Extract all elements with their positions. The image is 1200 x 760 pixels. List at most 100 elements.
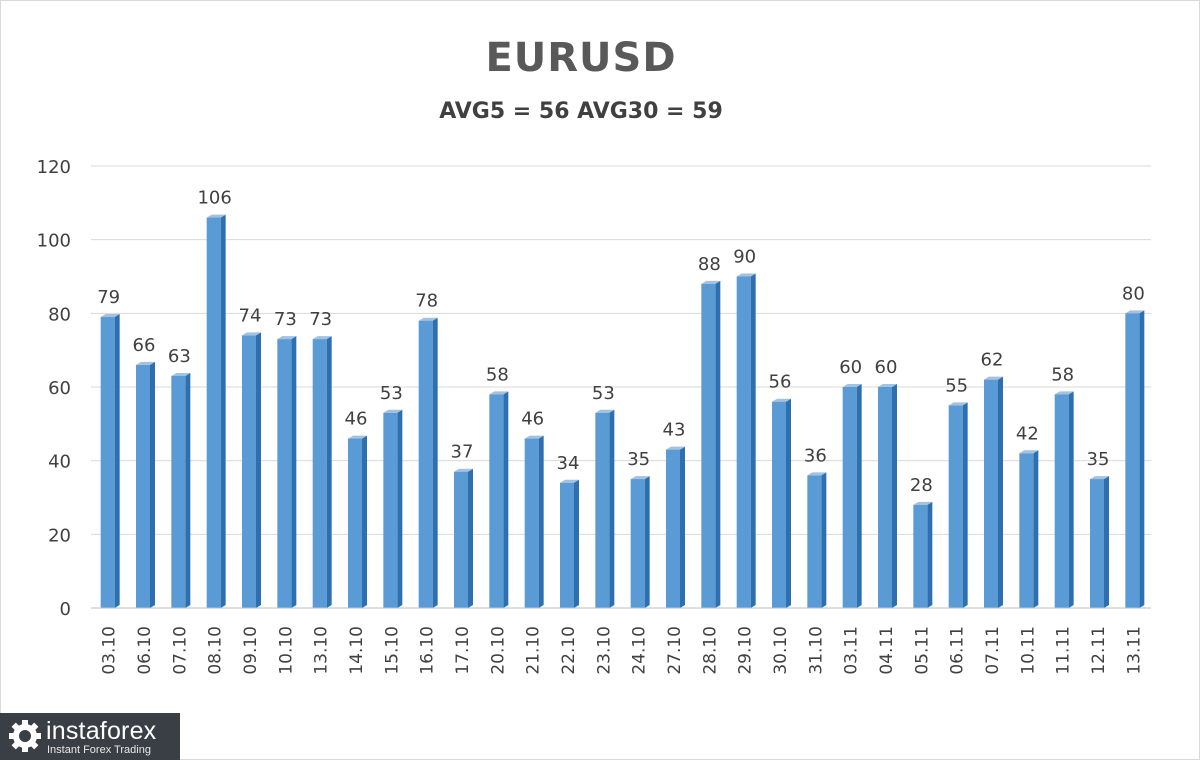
x-tick-label: 24.10 [630,626,650,675]
y-tick-label: 60 [48,378,71,399]
bar-top [171,372,191,376]
bar-side [397,409,403,608]
bar-side [1068,391,1074,608]
bar-top [878,384,897,387]
bar [1019,453,1034,608]
bar-side [821,472,827,608]
data-label: 55 [945,375,968,396]
bar-side [114,314,120,608]
bar-top [1054,391,1074,395]
bar-top [807,472,827,476]
bar-side [220,214,226,609]
bar-top [277,336,297,340]
data-label: 56 [769,372,792,393]
data-label: 73 [274,309,297,330]
data-label: 53 [592,383,615,404]
y-tick-label: 20 [48,525,71,546]
bar-top [418,317,438,321]
bar-side [503,391,509,608]
bar [913,504,928,608]
bar [489,394,504,608]
chart-title: EURUSD [485,35,677,81]
data-label: 53 [380,383,403,404]
bar-side [1104,476,1109,608]
x-tick-label: 05.11 [912,626,932,675]
x-tick-label: 20.10 [488,626,508,675]
bar-top [560,479,579,483]
data-label: 34 [557,453,580,474]
bar-side [609,409,615,608]
x-tick-label: 07.11 [983,626,1003,675]
bar-side [185,372,191,608]
bar [1125,313,1140,608]
brand-tagline: Instant Forex Trading [47,744,151,756]
bar-side [468,468,473,608]
bar-top [948,402,968,406]
bar-side [574,479,579,608]
y-tick-label: 80 [48,304,71,325]
bar-top [383,409,403,413]
bar-top [454,468,473,472]
x-tick-label: 15.10 [382,626,402,675]
data-label: 42 [1016,423,1039,444]
bar-top [736,273,756,277]
bar-side [680,446,685,608]
data-label: 106 [197,188,231,209]
data-label: 46 [345,409,368,430]
bar-chart: 0 20 40 60 80 100 120 79 03.10 66 06.10 63 07.10 106 0… [37,157,1151,675]
bar-top [701,280,721,284]
bar-side [715,280,721,608]
bar [277,339,292,608]
bar-side [786,398,791,608]
bar [807,475,822,608]
bar [171,375,186,608]
bar-side [150,361,155,608]
x-tick-label: 12.11 [1089,626,1109,675]
bar [206,217,221,609]
instaforex-logo-icon [9,720,41,752]
y-tick-label: 40 [48,452,71,473]
bar-top [242,332,261,336]
data-label: 78 [415,291,438,312]
chart-subtitle: AVG5 = 56 AVG30 = 59 [439,99,723,124]
data-label: 88 [698,254,721,275]
y-tick-label: 120 [37,157,71,178]
bar-top [348,435,367,439]
data-label: 80 [1122,283,1145,304]
x-tick-label: 03.10 [100,626,120,675]
x-tick-label: 08.10 [206,626,226,675]
bar [630,479,645,608]
data-label: 90 [733,247,756,268]
data-label: 46 [521,409,544,430]
data-label: 37 [451,442,474,463]
bar-side [538,435,544,608]
bar [948,405,963,608]
bar [383,412,398,608]
data-label: 60 [875,357,898,378]
x-tick-label: 13.11 [1124,626,1144,675]
bar-top [630,476,650,480]
data-label: 36 [804,445,827,466]
bar-top [984,376,1003,380]
bar-side [1033,450,1039,608]
x-tick-label: 21.10 [524,626,544,675]
x-tick-label: 07.10 [170,626,190,675]
y-tick-label: 0 [60,599,71,620]
y-tick-label: 100 [37,231,71,252]
bar [560,482,574,608]
x-tick-label: 10.11 [1018,626,1038,675]
bar [595,412,610,608]
x-tick-label: 28.10 [700,626,720,675]
bar-top [913,501,933,505]
bar-top [595,409,615,413]
bar [312,339,327,608]
bar-top [1019,450,1039,454]
data-label: 35 [1087,449,1110,470]
bar [772,401,786,608]
bar-top [100,314,120,318]
bar-top [666,446,685,450]
data-label: 35 [627,449,650,470]
bar-top [312,336,332,340]
brand-name: instaforex [46,717,157,745]
data-label: 58 [486,364,509,385]
